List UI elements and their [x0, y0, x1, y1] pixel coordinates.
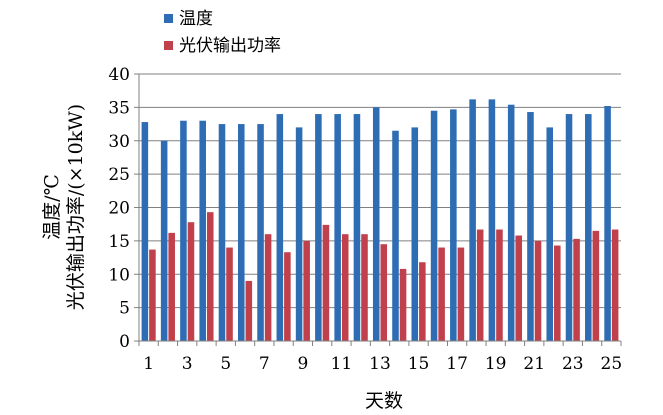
bar-series2-day-22: [554, 245, 561, 341]
y-tick-label-5: 5: [119, 299, 130, 319]
x-tick-label-1: 1: [143, 354, 154, 374]
bars: [141, 99, 619, 342]
bar-series1-day-3: [180, 120, 187, 341]
bar-series1-day-21: [527, 112, 534, 341]
y-axis-title-line-1: 温度/℃: [41, 174, 63, 240]
bar-series1-day-9: [295, 127, 303, 342]
bar-series1-day-10: [315, 114, 322, 341]
bar-series1-day-25: [604, 106, 611, 341]
y-tick-label-20: 20: [108, 199, 130, 219]
bar-series1-day-4: [199, 120, 206, 341]
y-tick-label-0: 0: [119, 332, 130, 352]
bar-series1-day-12: [353, 114, 361, 341]
bar-series1-day-17: [450, 109, 457, 341]
bar-series1-day-6: [237, 124, 245, 341]
bar-series2-day-15: [419, 262, 426, 341]
legend-swatch-1: [164, 14, 173, 23]
bar-series1-day-2: [160, 140, 168, 341]
bar-series1-day-1: [141, 122, 149, 341]
bar-series2-day-14: [399, 268, 407, 341]
bar-series2-day-17: [457, 247, 465, 341]
bar-series2-day-1: [149, 249, 156, 341]
legend-label-1: 温度: [179, 9, 213, 29]
x-axis-title: 天数: [365, 390, 403, 412]
bar-series1-day-23: [565, 114, 573, 341]
bar-series2-day-6: [245, 280, 253, 341]
legend-label-2: 光伏输出功率: [179, 36, 281, 56]
bar-series2-day-21: [534, 240, 542, 341]
y-tick-label-40: 40: [108, 65, 130, 85]
x-tick-label-13: 13: [369, 354, 391, 374]
bar-series2-day-12: [361, 234, 368, 341]
y-axis-title-line-2: 光伏输出功率/(×10kW): [65, 104, 87, 310]
bar-series2-day-19: [496, 229, 503, 341]
bar-series2-day-3: [187, 222, 195, 341]
bar-series2-day-23: [573, 238, 580, 341]
bar-series2-day-8: [284, 252, 291, 341]
x-tick-label-19: 19: [485, 354, 507, 374]
bar-series1-day-5: [218, 124, 226, 341]
bar-series2-day-25: [611, 229, 619, 341]
bar-series1-day-15: [411, 127, 419, 342]
y-tick-label-25: 25: [108, 165, 130, 185]
y-axis-title: 温度/℃ 光伏输出功率/(×10kW): [41, 104, 87, 310]
bar-series1-day-11: [334, 114, 341, 341]
x-tick-label-25: 25: [601, 354, 623, 374]
bar-series2-day-2: [168, 232, 175, 341]
x-tick-label-5: 5: [220, 354, 231, 374]
y-tick-label-35: 35: [108, 98, 130, 118]
bar-series1-day-8: [276, 114, 284, 341]
y-tick-label-15: 15: [108, 232, 130, 252]
legend-swatch-2: [164, 41, 173, 50]
bar-series2-day-9: [303, 240, 310, 341]
bar-series2-day-11: [341, 234, 349, 341]
axes: [134, 73, 622, 346]
bar-series2-day-10: [322, 224, 330, 341]
bar-series2-day-4: [206, 212, 214, 341]
y-tick-label-10: 10: [108, 265, 130, 285]
bar-series1-day-24: [585, 114, 592, 341]
bar-series2-day-16: [438, 247, 445, 341]
x-tick-label-23: 23: [562, 354, 584, 374]
bar-series1-day-20: [507, 104, 515, 341]
bar-series1-day-18: [469, 99, 476, 342]
bar-series1-day-16: [430, 110, 438, 342]
bar-series2-day-7: [264, 234, 272, 341]
x-tick-labels: 1 3 5 7 9 11 13 15 17 19 21 23 25: [143, 354, 622, 374]
bar-series2-day-5: [226, 247, 233, 341]
bar-series1-day-14: [392, 130, 399, 341]
bar-series2-day-24: [592, 230, 600, 341]
x-tick-label-9: 9: [297, 354, 308, 374]
x-tick-label-3: 3: [182, 354, 193, 374]
bar-series1-day-13: [372, 107, 380, 341]
x-tick-label-15: 15: [408, 354, 430, 374]
y-tick-labels: 0 5 10 15 20 25 30 35 40: [108, 65, 130, 352]
x-tick-label-21: 21: [523, 354, 545, 374]
x-tick-label-11: 11: [331, 354, 353, 374]
y-tick-label-30: 30: [108, 132, 130, 152]
bar-series1-day-7: [257, 124, 264, 341]
x-tick-label-7: 7: [259, 354, 270, 374]
bar-series2-day-18: [476, 229, 484, 341]
bar-series2-day-13: [380, 244, 388, 341]
bar-series1-day-22: [546, 127, 554, 342]
x-tick-label-17: 17: [446, 354, 468, 374]
bar-series1-day-19: [488, 99, 496, 342]
bar-series2-day-20: [515, 235, 523, 341]
